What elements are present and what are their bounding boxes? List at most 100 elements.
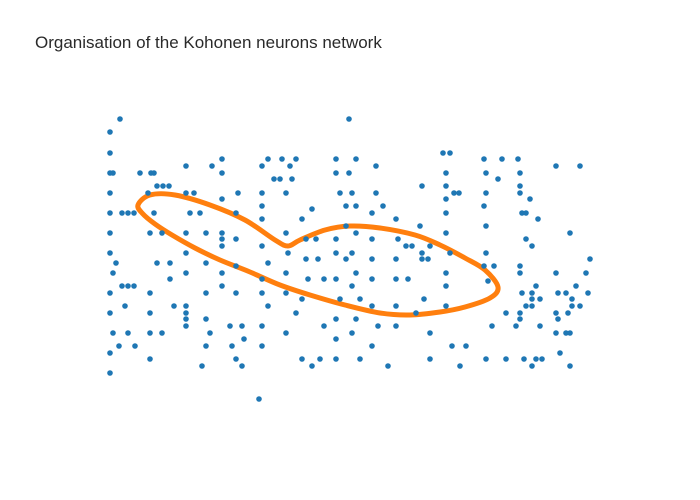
data-point: [239, 323, 245, 329]
network-curve: [135, 191, 501, 318]
data-point: [333, 356, 339, 362]
data-point: [283, 230, 289, 236]
data-point: [333, 236, 339, 242]
data-point: [283, 290, 289, 296]
data-point: [517, 183, 523, 189]
data-point: [395, 236, 401, 242]
data-point: [110, 170, 116, 176]
data-point: [107, 250, 113, 256]
data-point: [321, 276, 327, 282]
data-point: [529, 363, 535, 369]
data-point: [321, 323, 327, 329]
data-point: [107, 290, 113, 296]
data-point: [495, 176, 501, 182]
data-point: [393, 276, 399, 282]
data-point: [209, 163, 215, 169]
data-point: [523, 210, 529, 216]
data-point: [259, 290, 265, 296]
data-point: [125, 210, 131, 216]
data-point: [183, 270, 189, 276]
data-point: [160, 183, 166, 189]
data-point: [283, 190, 289, 196]
data-point: [113, 260, 119, 266]
data-point: [203, 260, 209, 266]
data-point: [259, 190, 265, 196]
data-point: [353, 203, 359, 209]
data-point: [489, 323, 495, 329]
data-point: [567, 363, 573, 369]
data-point: [369, 210, 375, 216]
data-point: [393, 303, 399, 309]
data-point: [145, 190, 151, 196]
data-point: [553, 163, 559, 169]
data-point: [557, 350, 563, 356]
data-point: [116, 343, 122, 349]
data-point: [353, 156, 359, 162]
data-point: [583, 270, 589, 276]
data-point: [219, 196, 225, 202]
data-point: [183, 303, 189, 309]
data-point: [183, 230, 189, 236]
data-point: [259, 203, 265, 209]
data-point: [517, 263, 523, 269]
data-point: [337, 296, 343, 302]
data-point: [569, 303, 575, 309]
data-point: [285, 250, 291, 256]
data-point: [483, 170, 489, 176]
data-point: [309, 363, 315, 369]
data-point: [443, 210, 449, 216]
data-point: [373, 190, 379, 196]
data-point: [503, 356, 509, 362]
data-point: [503, 310, 509, 316]
data-point: [183, 323, 189, 329]
data-point: [167, 260, 173, 266]
data-point: [203, 316, 209, 322]
data-point: [463, 343, 469, 349]
data-point: [259, 276, 265, 282]
data-point: [451, 190, 457, 196]
data-point: [289, 176, 295, 182]
data-point: [315, 256, 321, 262]
data-point: [233, 210, 239, 216]
data-point: [203, 290, 209, 296]
data-point: [219, 243, 225, 249]
data-point: [110, 330, 116, 336]
data-point: [265, 260, 271, 266]
data-point: [219, 283, 225, 289]
data-point: [313, 236, 319, 242]
data-point: [447, 150, 453, 156]
data-point: [131, 283, 137, 289]
data-point: [259, 216, 265, 222]
data-point: [183, 163, 189, 169]
data-point: [413, 310, 419, 316]
data-point: [197, 210, 203, 216]
data-point: [517, 310, 523, 316]
data-point: [337, 190, 343, 196]
data-point: [529, 296, 535, 302]
data-point: [481, 263, 487, 269]
data-point: [517, 316, 523, 322]
data-point: [403, 243, 409, 249]
data-point: [107, 190, 113, 196]
data-point: [563, 290, 569, 296]
data-point: [131, 210, 137, 216]
data-point: [147, 356, 153, 362]
data-point: [567, 330, 573, 336]
data-point: [553, 270, 559, 276]
data-point: [443, 230, 449, 236]
data-point: [481, 203, 487, 209]
data-point: [481, 156, 487, 162]
data-point: [517, 170, 523, 176]
data-point: [343, 256, 349, 262]
chart-title: Organisation of the Kohonen neurons netw…: [35, 33, 382, 52]
data-point: [159, 330, 165, 336]
data-point: [203, 230, 209, 236]
data-point: [256, 396, 262, 402]
data-point: [485, 278, 491, 284]
data-point: [137, 170, 143, 176]
data-point: [107, 210, 113, 216]
data-point: [343, 223, 349, 229]
data-point: [227, 323, 233, 329]
data-point: [151, 170, 157, 176]
data-point: [380, 203, 386, 209]
